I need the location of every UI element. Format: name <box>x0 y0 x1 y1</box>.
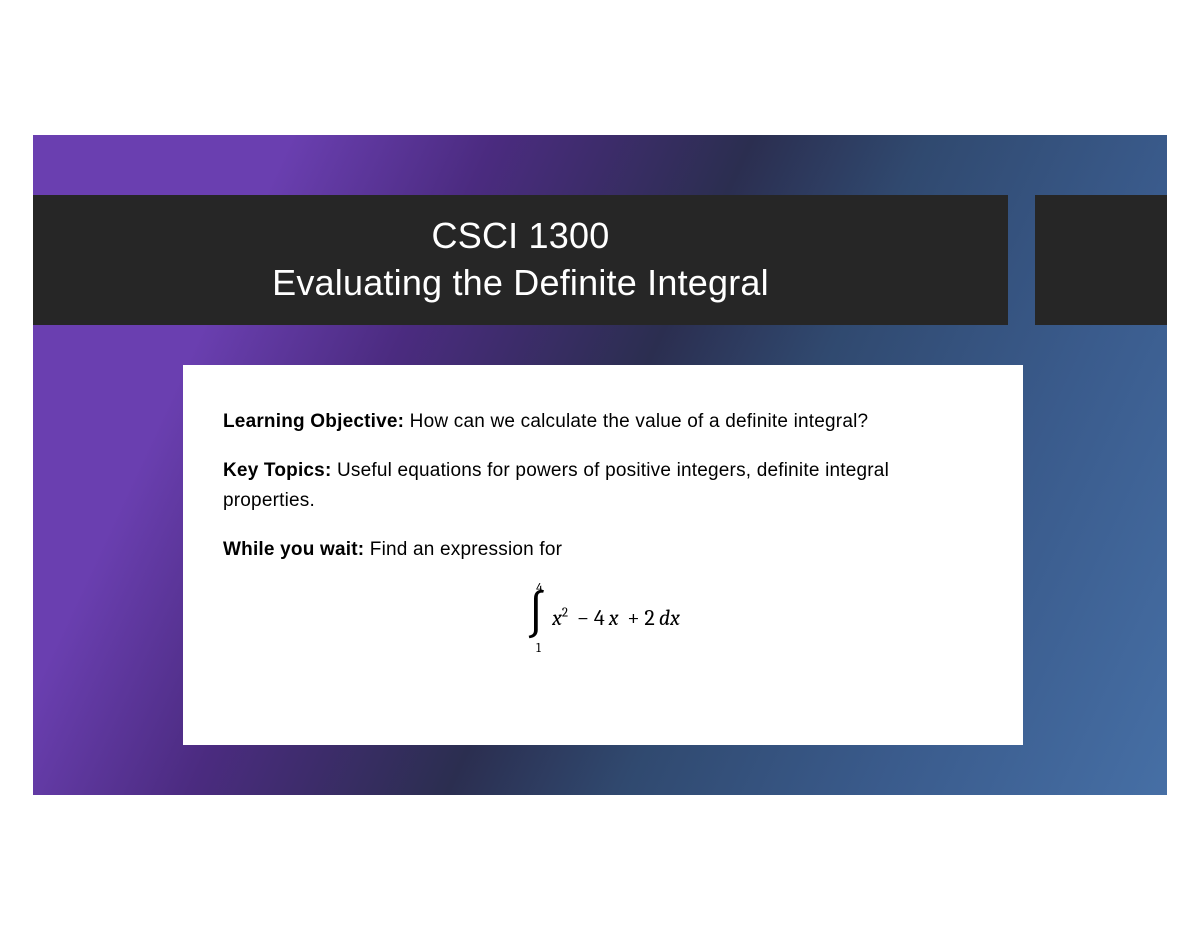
formula-inner: 4 ∫ 1 x2 − 4x + 2dx <box>526 585 680 631</box>
while-you-wait: While you wait: Find an expression for <box>223 535 983 564</box>
term-x2: x <box>609 605 619 631</box>
term-minus4: − 4 <box>568 605 609 631</box>
term-x1: x <box>552 605 562 631</box>
page: CSCI 1300 Evaluating the Definite Integr… <box>0 0 1200 927</box>
term-plus2: + 2 <box>619 605 659 631</box>
title-line-1: CSCI 1300 <box>432 213 610 260</box>
wait-label: While you wait: <box>223 539 364 560</box>
learning-objective: Learning Objective: How can we calculate… <box>223 407 983 436</box>
title-bar-accent <box>1035 195 1167 325</box>
wait-text: Find an expression for <box>364 539 562 560</box>
content-card: Learning Objective: How can we calculate… <box>183 365 1023 745</box>
term-dx: dx <box>659 605 680 631</box>
key-topics: Key Topics: Useful equations for powers … <box>223 456 983 515</box>
objective-text: How can we calculate the value of a defi… <box>404 411 868 432</box>
integral-sign-icon: ∫ <box>526 591 546 639</box>
integrand: x2 − 4x + 2dx <box>552 585 680 631</box>
title-line-2: Evaluating the Definite Integral <box>272 260 769 307</box>
integral-lower-bound: 1 <box>536 641 541 656</box>
slide: CSCI 1300 Evaluating the Definite Integr… <box>33 135 1167 795</box>
objective-label: Learning Objective: <box>223 411 404 432</box>
title-bar: CSCI 1300 Evaluating the Definite Integr… <box>33 195 1008 325</box>
integral-formula: 4 ∫ 1 x2 − 4x + 2dx <box>223 585 983 665</box>
topics-label: Key Topics: <box>223 460 331 481</box>
